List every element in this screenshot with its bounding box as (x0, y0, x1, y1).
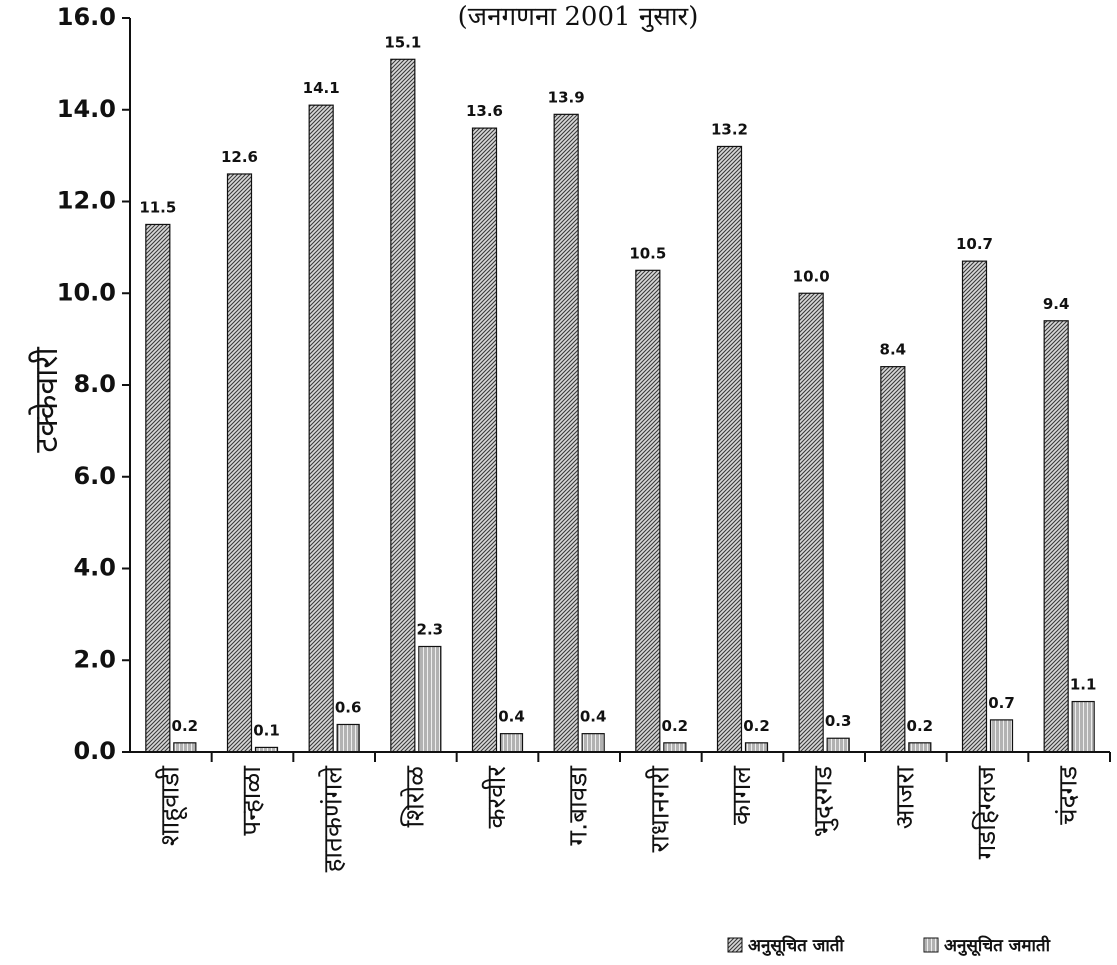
legend-label-st: अनुसूचित जमाती (944, 935, 1051, 957)
bar-st (663, 742, 687, 753)
x-axis-ticks: शाहूवाडी पन्हाळा हातकणंगले शिरोळ करवीर ग.बावड… (154, 752, 1111, 873)
chart-subtitle: (जनगणना 2001 नुसार) (458, 2, 699, 32)
bar-sc (961, 260, 988, 753)
x-tick-label: कागल (727, 766, 757, 825)
x-tick-label: ग.बावडा (564, 765, 594, 846)
y-tick-label: 4.0 (73, 554, 116, 582)
bar-st (826, 737, 850, 753)
bar-st (499, 733, 524, 753)
bar-st (989, 719, 1014, 753)
x-tick-label: पन्हाळा (237, 765, 267, 836)
data-label-st: 0.6 (335, 698, 362, 716)
data-label-sc: 13.9 (548, 88, 585, 106)
y-tick-label: 16.0 (57, 3, 116, 31)
data-label-st: 0.2 (662, 717, 689, 735)
data-label-sc: 11.5 (139, 198, 176, 216)
bar-st (173, 742, 197, 753)
data-label-sc: 8.4 (880, 341, 907, 359)
legend-item-st: अनुसूचित जमाती (923, 935, 1051, 957)
bar-sc (553, 113, 579, 753)
x-tick-label: शाहूवाडी (154, 765, 187, 846)
bar-sc (226, 173, 253, 753)
data-labels: 11.5 0.2 12.6 0.1 14.1 0.6 15.1 2.3 13.6 0.4 13.9 0… (139, 33, 1096, 739)
data-label-sc: 12.6 (221, 148, 258, 166)
data-label-sc: 13.2 (711, 120, 748, 138)
bar-sc (716, 145, 743, 753)
legend-item-sc: अनुसूचित जाती (727, 935, 844, 957)
x-tick-label: हातकणंगले (318, 766, 349, 873)
y-tick-label: 2.0 (73, 645, 116, 673)
y-tick-label: 6.0 (73, 462, 116, 490)
x-tick-label: चंदगड (1054, 765, 1084, 825)
bars (145, 58, 1095, 753)
y-axis-ticks: 0.0 2.0 4.0 6.0 8.0 10.0 12.0 14.0 16.0 (57, 3, 130, 765)
y-tick-label: 10.0 (57, 278, 116, 306)
x-tick-label: करवीर (481, 765, 512, 829)
y-tick-label: 14.0 (57, 95, 116, 123)
data-label-sc: 14.1 (303, 79, 340, 97)
data-label-st: 0.1 (253, 721, 280, 739)
data-label-st: 0.3 (825, 712, 852, 730)
y-tick-label: 12.0 (57, 187, 116, 215)
bar-sc (471, 127, 498, 753)
bar-sc (390, 58, 416, 753)
legend-label-sc: अनुसूचित जाती (748, 935, 844, 957)
bar-st (418, 645, 442, 753)
data-label-sc: 9.4 (1043, 295, 1070, 313)
x-tick-label: गडहिंग्लज (971, 765, 1002, 859)
legend-swatch-st (923, 937, 939, 953)
y-axis-label: टक्केवारी (27, 346, 65, 452)
data-label-sc: 10.7 (956, 235, 993, 253)
data-label-st: 0.2 (907, 717, 934, 735)
data-label-st: 0.4 (498, 708, 525, 726)
x-tick-label: राधानगरी (644, 765, 675, 853)
x-tick-label: शिरोळ (399, 765, 430, 828)
bar-sc (145, 223, 171, 753)
bar-st (1071, 700, 1095, 753)
data-label-sc: 10.0 (793, 267, 830, 285)
legend-swatch-sc (727, 937, 743, 953)
y-tick-label: 0.0 (73, 737, 116, 765)
bar-st (744, 742, 769, 753)
data-label-st: 0.7 (988, 694, 1015, 712)
data-label-st: 0.2 (743, 717, 770, 735)
data-label-sc: 10.5 (629, 244, 666, 262)
data-label-st: 0.4 (580, 708, 607, 726)
data-label-st: 1.1 (1070, 676, 1097, 694)
bar-sc (880, 366, 906, 753)
bar-st (908, 742, 932, 753)
x-tick-label: आजरा (890, 765, 920, 829)
y-tick-label: 8.0 (73, 370, 116, 398)
data-label-sc: 13.6 (466, 102, 503, 120)
data-label-st: 0.2 (172, 717, 199, 735)
bar-sc (308, 104, 334, 753)
bar-st (336, 723, 360, 753)
bar-sc (635, 269, 661, 753)
bar-st (581, 733, 605, 753)
x-tick-label: भुदरगड (809, 765, 839, 837)
data-label-st: 2.3 (417, 620, 444, 638)
bar-sc (1043, 320, 1069, 753)
legend: अनुसूचित जाती अनुसूचित जमाती (727, 935, 1051, 957)
bar-sc (798, 292, 824, 753)
data-label-sc: 15.1 (384, 33, 421, 51)
